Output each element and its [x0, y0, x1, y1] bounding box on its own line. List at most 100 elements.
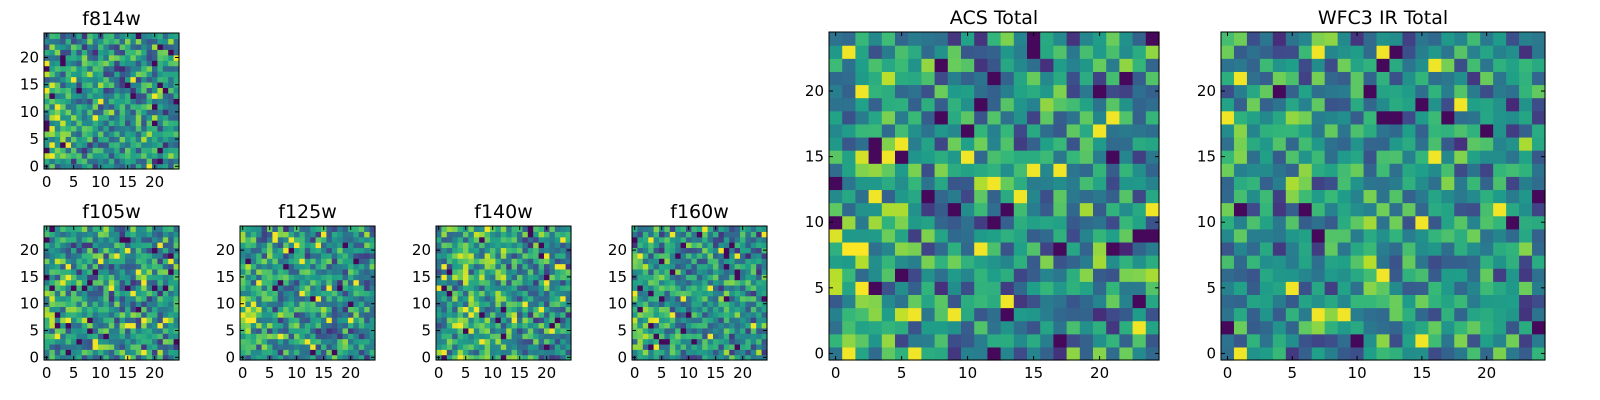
- heatmap-cell: [152, 327, 158, 334]
- heatmap-cell: [1000, 150, 1015, 164]
- heatmap-cell: [119, 333, 126, 340]
- heatmap-cell: [54, 87, 61, 94]
- heatmap-cell: [267, 333, 273, 340]
- heatmap-cell: [331, 236, 338, 243]
- heatmap-cell: [560, 327, 567, 334]
- heatmap-cell: [299, 258, 306, 265]
- heatmap-cell: [141, 114, 148, 121]
- heatmap-cell: [934, 110, 949, 125]
- heatmap-cell: [1013, 281, 1028, 295]
- heatmap-cell: [92, 327, 99, 334]
- heatmap-cell: [441, 231, 448, 238]
- heatmap-cell: [76, 311, 83, 318]
- heatmap-cell: [331, 268, 338, 275]
- heatmap-cell: [87, 125, 94, 132]
- heatmap-cell: [468, 274, 475, 281]
- heatmap-cell: [130, 268, 137, 275]
- heatmap-cell: [750, 226, 757, 232]
- heatmap-cell: [934, 333, 949, 348]
- heatmap-cell: [1506, 320, 1520, 335]
- heatmap-cell: [895, 71, 909, 86]
- heatmap-cell: [702, 268, 709, 275]
- heatmap-cell: [452, 252, 459, 259]
- heatmap-cell: [162, 125, 169, 132]
- heatmap-cell: [517, 252, 523, 259]
- heatmap-cell: [162, 33, 169, 40]
- heatmap-cell: [506, 252, 513, 259]
- heatmap-cell: [987, 346, 1002, 361]
- heatmap-cell: [446, 349, 453, 356]
- heatmap-cell: [146, 349, 153, 356]
- heatmap-cell: [130, 343, 137, 350]
- heatmap-cell: [331, 247, 338, 254]
- heatmap-cell: [1350, 110, 1365, 125]
- heatmap-cell: [1467, 163, 1481, 177]
- heatmap-cell: [1272, 150, 1287, 164]
- heatmap-cell: [1441, 176, 1455, 191]
- heatmap-cell: [468, 306, 475, 313]
- heatmap-cell: [108, 98, 115, 105]
- heatmap-cell: [315, 317, 322, 324]
- heatmap-cell: [1480, 71, 1494, 86]
- heatmap-cell: [713, 295, 719, 302]
- heatmap-cell: [294, 290, 300, 297]
- heatmap-cell: [1093, 71, 1107, 86]
- heatmap-cell: [506, 258, 513, 265]
- heatmap-cell: [664, 343, 671, 350]
- heatmap-cell: [369, 295, 376, 302]
- heatmap-cell: [538, 268, 545, 275]
- heatmap-cell: [974, 281, 988, 295]
- heatmap-cell: [108, 231, 115, 238]
- heatmap-cell: [511, 306, 518, 313]
- heatmap-cell: [44, 92, 50, 99]
- heatmap-cell: [921, 307, 936, 322]
- heatmap-cell: [130, 327, 137, 334]
- heatmap-cell: [125, 333, 131, 340]
- heatmap-cell: [108, 103, 115, 110]
- heatmap-cell: [326, 317, 333, 324]
- heatmap-cell: [1441, 202, 1455, 217]
- heatmap-cell: [756, 327, 763, 334]
- heatmap-cell: [114, 120, 121, 127]
- heatmap-cell: [65, 317, 72, 324]
- heatmap-cell: [310, 252, 317, 259]
- heatmap-cell: [125, 76, 131, 83]
- heatmap-cell: [277, 274, 284, 281]
- heatmap-cell: [245, 258, 252, 265]
- heatmap-cell: [1415, 307, 1429, 322]
- heatmap-cell: [544, 290, 550, 297]
- heatmap-cell: [1415, 281, 1429, 295]
- heatmap-cell: [659, 274, 665, 281]
- heatmap-cell: [473, 242, 480, 249]
- heatmap-cell: [490, 338, 496, 345]
- heatmap-cell: [554, 349, 561, 356]
- heatmap-cell: [240, 333, 246, 340]
- heatmap-cell: [533, 354, 540, 361]
- heatmap-cell: [696, 322, 703, 329]
- heatmap-cell: [76, 349, 83, 356]
- heatmap-cell: [702, 236, 709, 243]
- heatmap-cell: [114, 103, 121, 110]
- heatmap-cell: [108, 114, 115, 121]
- heatmap-cell: [1013, 294, 1028, 309]
- heatmap-cell: [707, 290, 714, 297]
- heatmap-cell: [256, 306, 263, 313]
- heatmap-cell: [974, 84, 988, 99]
- heatmap-cell: [76, 317, 83, 324]
- heatmap-cell: [750, 231, 757, 238]
- heatmap-cell: [168, 81, 175, 88]
- heatmap-cell: [756, 236, 763, 243]
- heatmap-cell: [664, 274, 671, 281]
- heatmap-cell: [92, 71, 99, 78]
- heatmap-cell: [1454, 136, 1468, 151]
- heatmap-cell: [921, 110, 936, 125]
- heatmap-cell: [146, 114, 153, 121]
- heatmap-cell: [358, 317, 365, 324]
- heatmap-cell: [103, 87, 110, 94]
- heatmap-cell: [1480, 320, 1494, 335]
- heatmap-cell: [934, 150, 949, 164]
- heatmap-cell: [632, 338, 638, 345]
- heatmap-cell: [1119, 150, 1134, 164]
- y-tick-label: 5: [29, 322, 39, 340]
- heatmap-cell: [1441, 84, 1455, 99]
